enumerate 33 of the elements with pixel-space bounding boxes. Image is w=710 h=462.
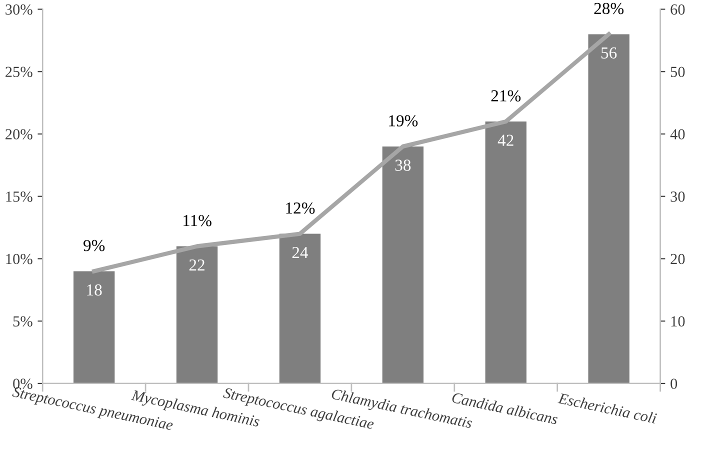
data-label: 28%	[594, 2, 624, 14]
bar	[73, 271, 115, 384]
bar	[176, 246, 218, 384]
y-tick-label: 25%	[6, 66, 32, 78]
y-tick-label: 30%	[6, 4, 32, 15]
y-tick-label: 5%	[13, 316, 32, 327]
data-label: 22	[189, 259, 204, 270]
data-label: 21%	[491, 90, 521, 102]
data-label: 24	[292, 246, 308, 258]
data-label: 56	[601, 47, 617, 59]
data-label: 42	[498, 134, 514, 146]
data-label: 9%	[84, 240, 105, 252]
y2-tick-label: 30	[670, 191, 685, 202]
y2-tick-label: 40	[670, 129, 685, 140]
bar	[485, 122, 526, 384]
y-tick-label: 20%	[6, 129, 32, 140]
bar	[588, 34, 630, 384]
bar	[279, 234, 321, 384]
data-label: 19%	[389, 115, 418, 126]
data-label: 18	[87, 284, 102, 296]
y2-tick-label: 60	[670, 4, 685, 15]
y-tick-label: 10%	[6, 254, 32, 264]
x-tick-label: Escherichia coli	[558, 392, 658, 424]
y-tick-label: 15%	[6, 191, 32, 202]
data-label: 12%	[286, 202, 315, 214]
y2-tick-label: 20	[670, 254, 685, 264]
y-tick-label: 0%	[13, 378, 32, 389]
data-label: 38	[395, 160, 411, 171]
y2-tick-label: 0	[670, 378, 678, 389]
y2-tick-label: 50	[670, 66, 685, 78]
bar	[382, 146, 424, 384]
y2-tick-label: 10	[671, 316, 685, 327]
data-label: 11%	[184, 214, 212, 226]
